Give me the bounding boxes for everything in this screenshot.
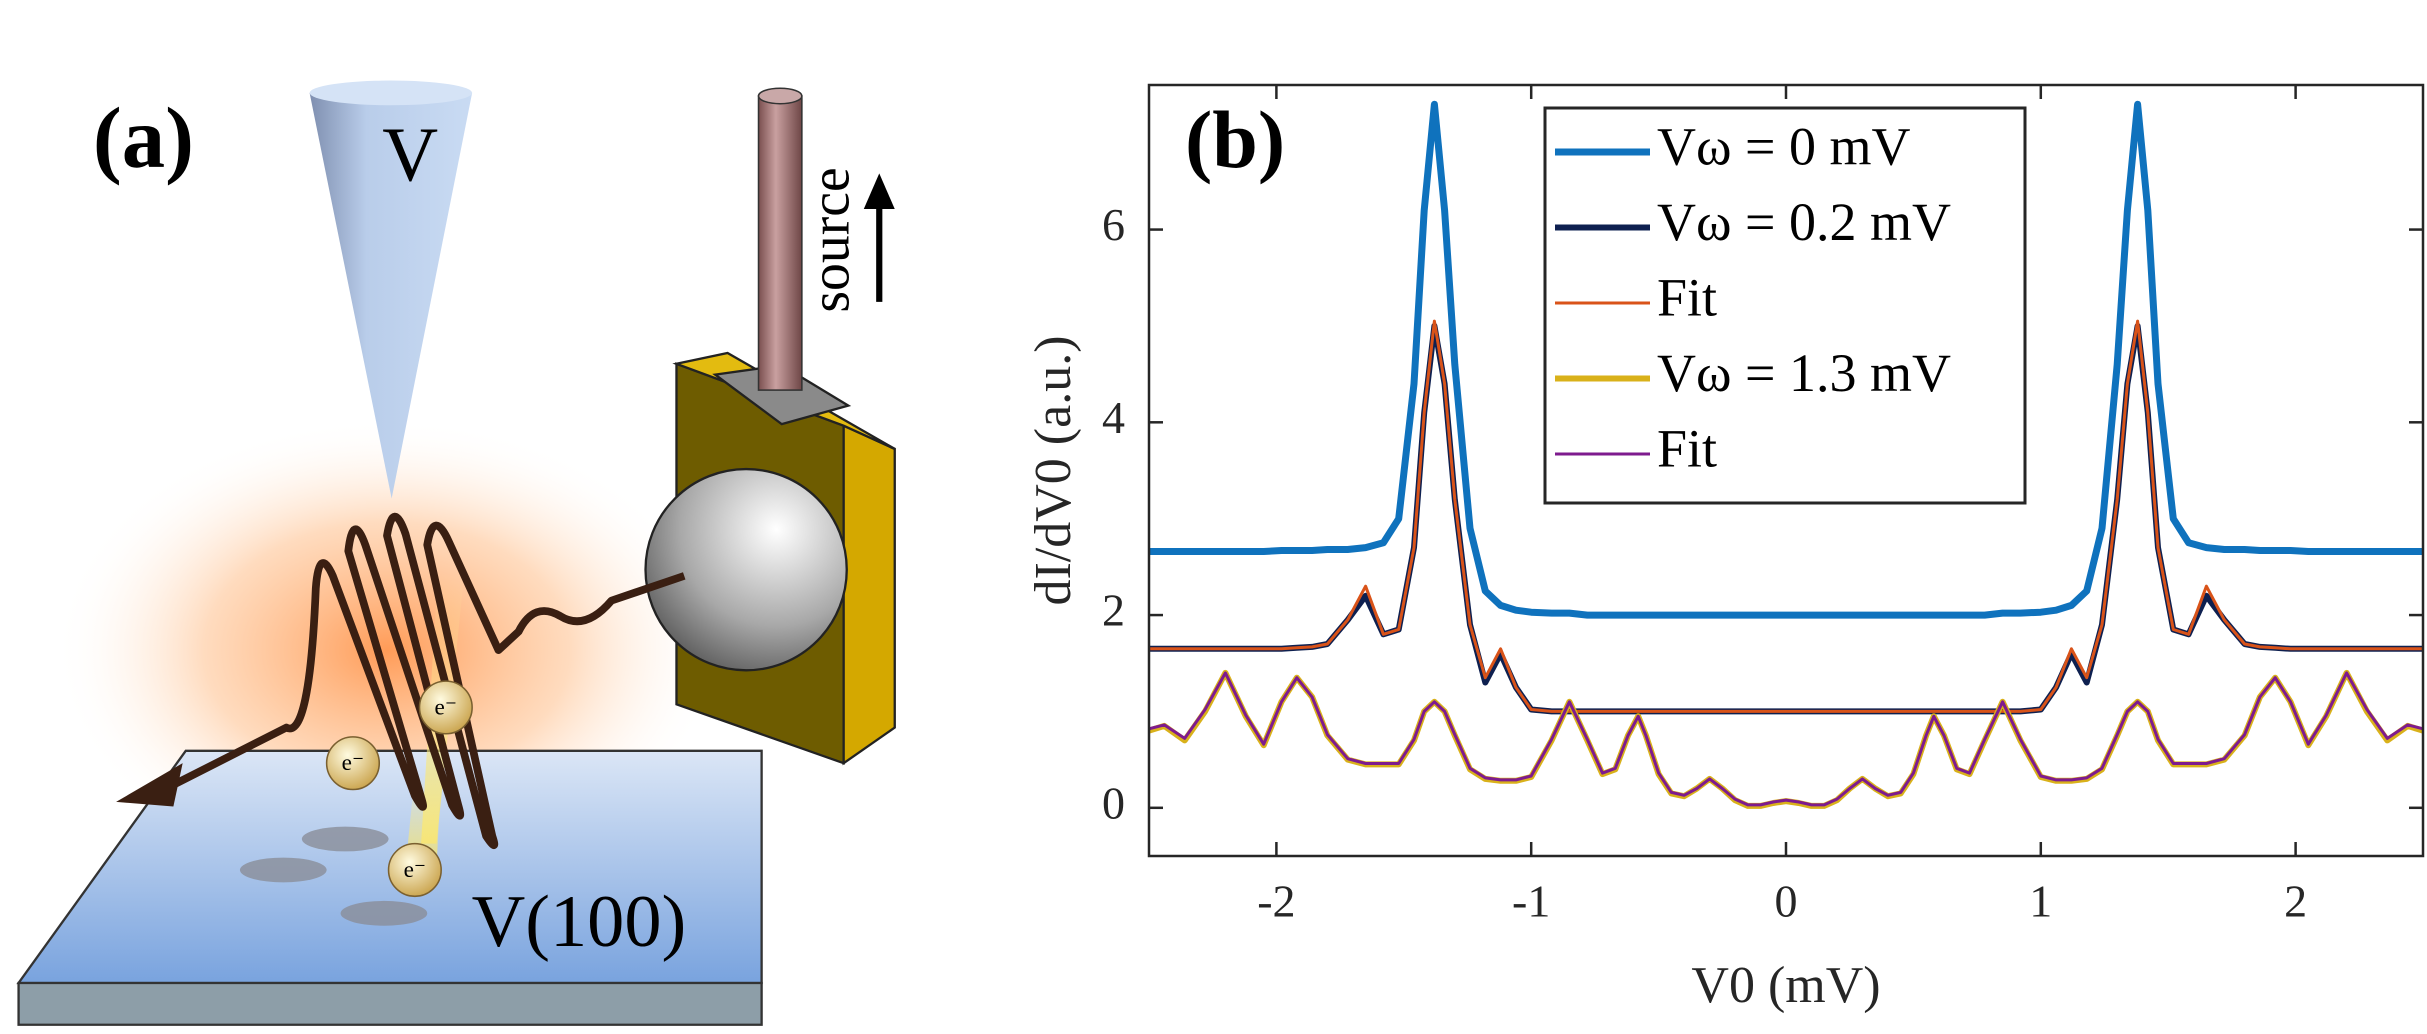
adatom <box>340 900 428 926</box>
legend-label: Vω = 1.3 mV <box>1657 343 1951 403</box>
holder-side <box>842 423 896 766</box>
source-rod <box>757 95 803 391</box>
chart: -2 -1 0 1 2 0 2 4 6 (b) V0 (mV) dI/dV0 (a.u.) Vω = 0… <box>1025 83 2425 1014</box>
line <box>1149 671 2423 807</box>
y-tick-label: 2 <box>1102 585 1125 636</box>
arrow-head <box>863 173 895 209</box>
y-axis-label: dI/dV0 (a.u.) <box>1025 335 1082 605</box>
panel-label: (b) <box>1185 94 1285 185</box>
legend-label: Fit <box>1657 418 1717 478</box>
surface-edge <box>17 981 763 1026</box>
x-tick-label: -2 <box>1257 876 1295 927</box>
legend-box <box>1543 106 2027 505</box>
line <box>1149 100 2423 619</box>
axes-box <box>1147 83 2425 858</box>
lens <box>644 467 848 672</box>
electron <box>418 680 473 735</box>
panel-label: (a) <box>93 90 194 186</box>
electron <box>387 842 442 898</box>
adatom <box>301 826 389 852</box>
schematic: V (a) source e⁻ e⁻ e⁻ V(100) <box>16 80 896 1026</box>
adatom <box>239 857 327 883</box>
wave <box>168 512 686 850</box>
x-tick-label: -1 <box>1512 876 1550 927</box>
line <box>1149 319 2423 713</box>
surface-label: V(100) <box>472 881 687 963</box>
tip-label: V <box>382 111 438 197</box>
electron <box>325 736 381 791</box>
tip <box>309 92 473 499</box>
electron-label: e⁻ <box>342 750 365 776</box>
x-tick-label: 0 <box>1775 876 1798 927</box>
electron-label: e⁻ <box>404 857 427 883</box>
tip-top <box>309 80 473 106</box>
legend-label: Fit <box>1657 267 1717 327</box>
electron-label: e⁻ <box>435 694 458 720</box>
x-tick-label: 2 <box>2284 876 2307 927</box>
legend-label: Vω = 0.2 mV <box>1657 192 1951 252</box>
wave-arrow <box>116 763 183 807</box>
line <box>1149 669 2423 809</box>
y-tick-label: 4 <box>1102 392 1125 443</box>
legend-label: Vω = 0 mV <box>1657 116 1911 176</box>
y-tick-label: 0 <box>1102 777 1125 828</box>
source-label: source <box>800 167 862 312</box>
y-tick-label: 6 <box>1102 199 1125 250</box>
x-tick-label: 1 <box>2029 876 2052 927</box>
rod-top <box>757 87 803 105</box>
x-axis-label: V0 (mV) <box>1691 957 1880 1014</box>
